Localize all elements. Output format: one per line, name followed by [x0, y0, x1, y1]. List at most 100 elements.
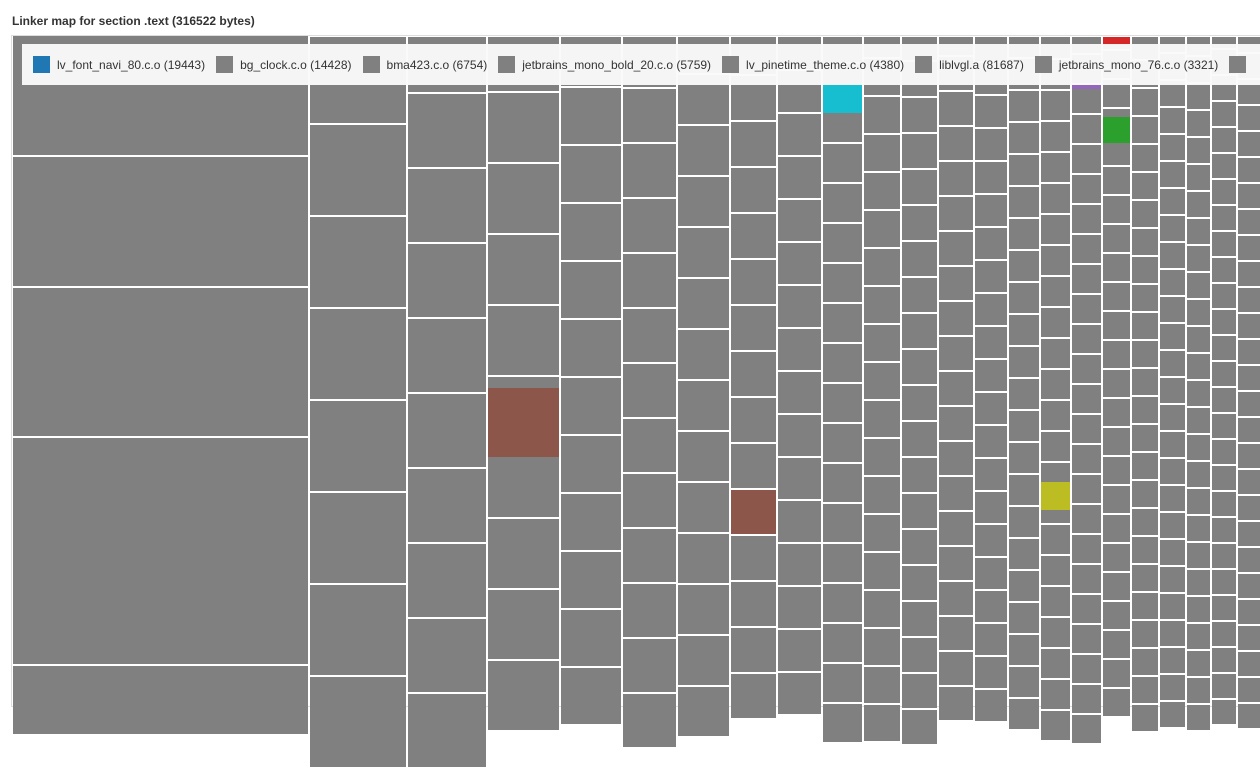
treemap-tile[interactable] — [1160, 675, 1185, 700]
treemap-tile[interactable] — [975, 162, 1007, 193]
treemap-tile[interactable] — [623, 639, 676, 692]
treemap-tile[interactable] — [1187, 624, 1210, 649]
treemap-tile[interactable] — [1041, 370, 1070, 399]
treemap-tile[interactable] — [939, 442, 973, 475]
treemap-tile[interactable] — [1238, 158, 1260, 182]
treemap-tile[interactable] — [902, 278, 937, 312]
treemap-tile[interactable] — [778, 200, 821, 241]
treemap-tile[interactable] — [1132, 145, 1158, 171]
treemap-tile[interactable] — [1238, 80, 1260, 104]
treemap-tile[interactable] — [310, 125, 406, 215]
treemap-tile[interactable] — [939, 127, 973, 160]
treemap-tile[interactable] — [1187, 678, 1210, 703]
treemap-tile[interactable] — [1009, 667, 1039, 697]
treemap-tile[interactable] — [1212, 674, 1236, 698]
treemap-tile[interactable] — [823, 224, 862, 262]
treemap-tile[interactable] — [975, 657, 1007, 688]
treemap-tile[interactable] — [1072, 115, 1101, 143]
treemap-tile[interactable] — [731, 306, 776, 350]
treemap-tile[interactable] — [1103, 631, 1130, 658]
treemap-tile[interactable] — [778, 243, 821, 284]
treemap-tile[interactable] — [1160, 243, 1185, 268]
treemap-tile[interactable] — [731, 168, 776, 212]
treemap-tile[interactable] — [778, 587, 821, 628]
treemap-tile[interactable] — [1041, 680, 1070, 709]
treemap-tile[interactable] — [823, 184, 862, 222]
treemap-tile[interactable] — [488, 448, 559, 517]
treemap-tile[interactable] — [823, 264, 862, 302]
treemap-tile[interactable] — [1238, 678, 1260, 702]
treemap-tile[interactable] — [1009, 155, 1039, 185]
treemap-tile[interactable] — [1160, 270, 1185, 295]
treemap-tile[interactable] — [975, 360, 1007, 391]
treemap-tile[interactable] — [1072, 85, 1101, 89]
treemap-tile[interactable] — [1103, 689, 1130, 716]
treemap-tile[interactable] — [1238, 314, 1260, 338]
treemap-tile[interactable] — [902, 386, 937, 420]
treemap-tile[interactable] — [1187, 84, 1210, 109]
treemap-tile[interactable] — [678, 177, 729, 226]
treemap-tile[interactable] — [864, 629, 900, 665]
treemap-tile[interactable] — [488, 164, 559, 233]
treemap-tile[interactable] — [1103, 370, 1130, 397]
treemap-tile[interactable] — [488, 235, 559, 304]
treemap-tile[interactable] — [902, 134, 937, 168]
treemap-tile[interactable] — [1132, 705, 1158, 731]
treemap-tile[interactable] — [975, 525, 1007, 556]
treemap-tile[interactable] — [1132, 201, 1158, 227]
treemap-tile[interactable] — [902, 206, 937, 240]
treemap-tile[interactable] — [561, 320, 621, 376]
treemap-tile[interactable] — [975, 426, 1007, 457]
treemap-tile[interactable] — [1238, 496, 1260, 520]
treemap-tile[interactable] — [939, 687, 973, 720]
treemap-tile[interactable] — [1132, 313, 1158, 339]
treemap-tile[interactable] — [778, 286, 821, 327]
treemap-tile[interactable] — [1160, 648, 1185, 673]
treemap-tile[interactable] — [1132, 621, 1158, 647]
treemap-tile[interactable] — [731, 490, 776, 534]
treemap-tile[interactable] — [939, 92, 973, 125]
treemap-tile[interactable] — [975, 690, 1007, 721]
treemap-tile[interactable] — [310, 493, 406, 583]
treemap-tile[interactable] — [1132, 173, 1158, 199]
treemap-tile[interactable] — [1072, 445, 1101, 473]
treemap-tile[interactable] — [1238, 210, 1260, 234]
treemap-tile[interactable] — [1160, 81, 1185, 106]
treemap-tile[interactable] — [1072, 385, 1101, 413]
treemap-tile[interactable] — [310, 217, 406, 307]
treemap-tile[interactable] — [1132, 285, 1158, 311]
treemap-tile[interactable] — [488, 661, 559, 730]
treemap-tile[interactable] — [1103, 167, 1130, 194]
treemap-tile[interactable] — [939, 267, 973, 300]
treemap-tile[interactable] — [408, 169, 486, 242]
treemap-tile[interactable] — [1212, 492, 1236, 516]
treemap-tile[interactable] — [1103, 544, 1130, 571]
treemap-tile[interactable] — [778, 458, 821, 499]
treemap-tile[interactable] — [1009, 123, 1039, 153]
treemap-tile[interactable] — [1009, 603, 1039, 633]
treemap-tile[interactable] — [823, 384, 862, 422]
treemap-tile[interactable] — [1238, 366, 1260, 390]
treemap-tile[interactable] — [561, 378, 621, 434]
treemap-tile[interactable] — [1072, 355, 1101, 383]
treemap-tile[interactable] — [623, 309, 676, 362]
treemap-tile[interactable] — [731, 214, 776, 258]
treemap-tile[interactable] — [1072, 565, 1101, 593]
treemap-tile[interactable] — [975, 492, 1007, 523]
treemap-tile[interactable] — [623, 419, 676, 472]
treemap-tile[interactable] — [1041, 91, 1070, 120]
treemap-tile[interactable] — [678, 483, 729, 532]
treemap-tile[interactable] — [1212, 284, 1236, 308]
treemap-tile[interactable] — [408, 244, 486, 317]
treemap-tile[interactable] — [1238, 340, 1260, 364]
treemap-tile[interactable] — [408, 619, 486, 692]
treemap-tile[interactable] — [902, 566, 937, 600]
treemap-tile[interactable] — [1238, 470, 1260, 494]
treemap-tile[interactable] — [488, 519, 559, 588]
treemap-tile[interactable] — [1212, 388, 1236, 412]
treemap-tile[interactable] — [623, 144, 676, 197]
treemap-tile[interactable] — [1212, 700, 1236, 724]
treemap-tile[interactable] — [1160, 108, 1185, 133]
treemap-tile[interactable] — [902, 98, 937, 132]
treemap-tile[interactable] — [1009, 507, 1039, 537]
